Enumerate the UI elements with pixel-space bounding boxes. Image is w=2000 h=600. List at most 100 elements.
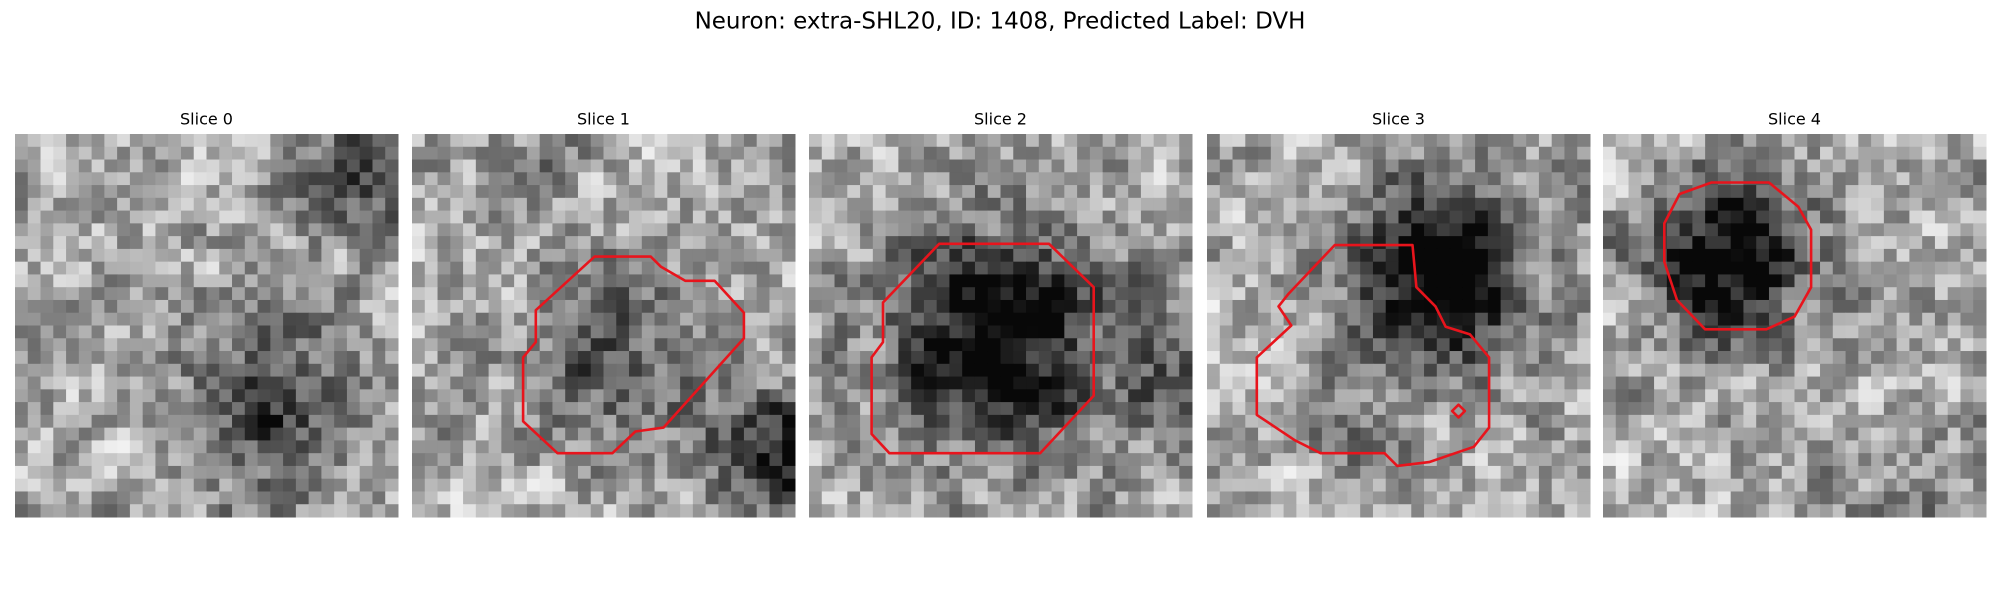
pixel xyxy=(1026,287,1040,301)
pixel xyxy=(809,504,823,518)
pixel xyxy=(168,287,182,301)
pixel xyxy=(321,261,335,275)
pixel xyxy=(974,274,989,288)
pixel xyxy=(372,402,386,416)
pixel xyxy=(692,146,707,161)
pixel xyxy=(1679,453,1693,467)
pixel xyxy=(193,223,207,237)
pixel xyxy=(860,287,874,301)
pixel xyxy=(1973,236,1987,250)
pixel xyxy=(1896,223,1910,237)
pixel xyxy=(1153,299,1167,314)
pixel xyxy=(987,402,1001,416)
pixel xyxy=(885,453,899,467)
pixel xyxy=(1603,299,1617,314)
pixel xyxy=(372,504,386,518)
pixel xyxy=(1768,287,1783,301)
pixel xyxy=(1807,146,1821,161)
pixel xyxy=(756,146,770,161)
pixel xyxy=(1258,261,1272,275)
pixel xyxy=(295,197,310,212)
pixel xyxy=(1845,312,1859,326)
pixel xyxy=(450,274,464,288)
pixel xyxy=(1845,261,1859,275)
pixel xyxy=(334,248,348,263)
pixel xyxy=(1102,389,1116,403)
pixel xyxy=(1794,376,1808,390)
pixel xyxy=(936,427,950,441)
pixel xyxy=(385,491,399,505)
pixel xyxy=(565,185,579,199)
pixel xyxy=(526,402,541,416)
pixel xyxy=(1679,351,1693,365)
pixel xyxy=(1513,427,1527,441)
pixel xyxy=(1641,338,1655,352)
pixel xyxy=(1781,236,1795,250)
pixel xyxy=(847,134,861,148)
pixel xyxy=(718,134,732,148)
pixel xyxy=(1628,274,1642,288)
pixel xyxy=(885,236,899,250)
pixel xyxy=(911,389,925,403)
pixel xyxy=(1153,389,1167,403)
pixel xyxy=(1654,389,1668,403)
pixel xyxy=(718,453,732,467)
pixel xyxy=(334,491,348,505)
pixel xyxy=(1166,197,1180,212)
pixel xyxy=(1743,274,1757,288)
pixel xyxy=(860,312,874,326)
pixel xyxy=(526,287,541,301)
pixel xyxy=(1717,351,1732,365)
pixel xyxy=(475,287,490,301)
pixel xyxy=(1500,287,1514,301)
pixel xyxy=(1692,325,1706,339)
pixel xyxy=(1615,172,1630,186)
pixel xyxy=(1296,261,1310,275)
pixel xyxy=(616,440,630,454)
pixel xyxy=(155,414,169,429)
pixel xyxy=(1909,504,1923,518)
pixel xyxy=(1309,338,1323,352)
pixel xyxy=(180,402,195,416)
pixel xyxy=(1768,248,1783,263)
pixel xyxy=(1679,223,1693,237)
pixel xyxy=(1089,363,1104,378)
pixel xyxy=(692,223,707,237)
pixel xyxy=(1013,465,1027,480)
pixel xyxy=(1960,325,1974,339)
pixel xyxy=(1372,363,1387,378)
pixel xyxy=(539,325,553,339)
pixel xyxy=(1832,453,1847,467)
pixel xyxy=(1102,440,1116,454)
pixel xyxy=(372,236,386,250)
pixel xyxy=(385,504,399,518)
pixel xyxy=(1768,146,1783,161)
pixel xyxy=(1283,491,1297,505)
pixel xyxy=(193,197,207,212)
pixel xyxy=(936,440,950,454)
pixel xyxy=(1628,299,1642,314)
pixel xyxy=(577,363,592,378)
pixel xyxy=(308,287,322,301)
pixel xyxy=(1372,491,1387,505)
pixel xyxy=(577,440,592,454)
pixel xyxy=(193,465,207,480)
pixel xyxy=(526,261,541,275)
pixel xyxy=(1845,491,1859,505)
pixel xyxy=(1296,299,1310,314)
pixel xyxy=(1411,236,1425,250)
pixel xyxy=(1781,299,1795,314)
pixel xyxy=(1296,134,1310,148)
pixel xyxy=(1347,159,1361,173)
pixel xyxy=(1232,453,1246,467)
pixel xyxy=(1013,261,1027,275)
pixel xyxy=(180,465,195,480)
pixel xyxy=(1283,312,1297,326)
pixel xyxy=(488,223,502,237)
pixel xyxy=(590,236,604,250)
pixel xyxy=(168,274,182,288)
pixel xyxy=(898,287,912,301)
pixel xyxy=(1692,491,1706,505)
pixel xyxy=(974,389,989,403)
pixel xyxy=(1334,210,1348,224)
